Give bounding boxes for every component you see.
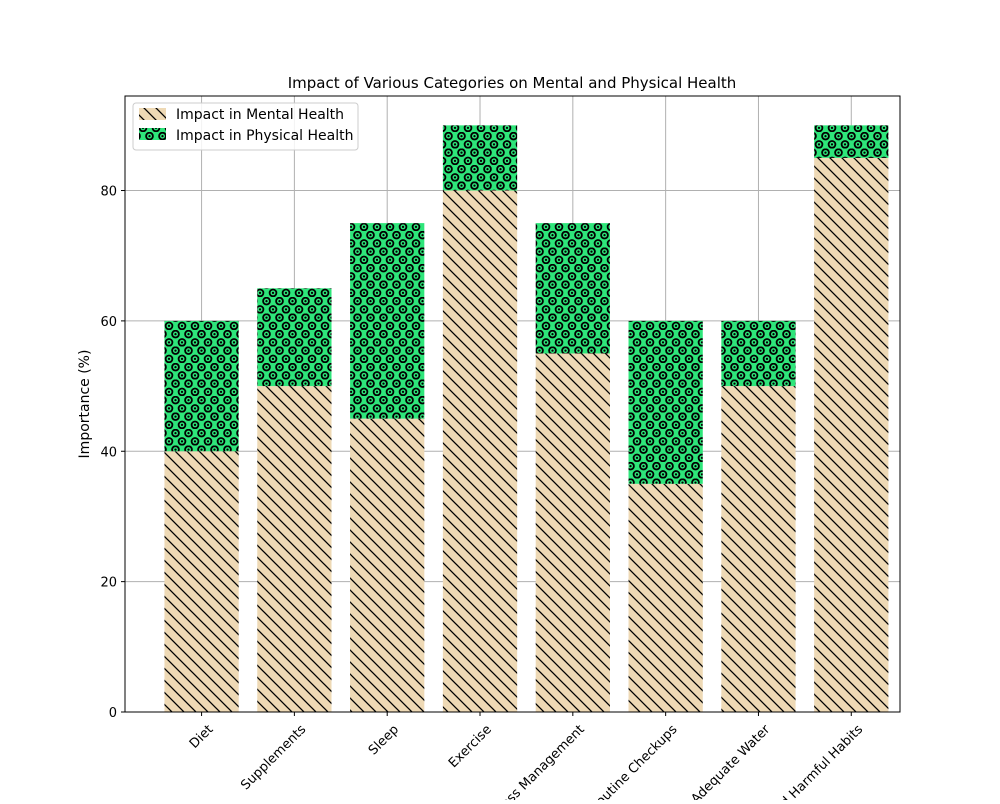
- legend-swatch-physical: [139, 128, 166, 140]
- bar-physical: [442, 125, 518, 191]
- y-tick-label: 80: [100, 185, 117, 200]
- y-tick-label: 60: [100, 315, 117, 330]
- bar-mental: [442, 190, 518, 712]
- bar-mental: [350, 418, 425, 712]
- x-tick-label: Diet: [187, 722, 216, 751]
- x-tick-label: Adequate Water: [688, 722, 773, 800]
- legend[interactable]: Impact in Mental Health Impact in Physic…: [132, 102, 359, 151]
- x-tick-label: Supplements: [238, 722, 309, 793]
- y-axis-label: Importance (%): [77, 350, 93, 459]
- y-tick-label: 40: [100, 445, 117, 460]
- legend-label-physical: Impact in Physical Health: [176, 128, 353, 144]
- bar-mental: [535, 353, 610, 712]
- bar-physical: [257, 288, 332, 387]
- bar-mental: [164, 451, 239, 712]
- plot-frame: [124, 95, 901, 713]
- legend-label-mental: Impact in Mental Health: [176, 107, 344, 123]
- bar-mental: [814, 157, 889, 712]
- bar-mental: [628, 483, 703, 712]
- x-tick-label: Routine Checkups: [587, 722, 680, 800]
- bar-mental: [257, 386, 332, 712]
- bar-physical: [721, 320, 796, 387]
- y-tick-label: 0: [109, 706, 117, 721]
- y-axis: 0 20 40 60 80: [100, 185, 125, 721]
- y-tick-label: 20: [100, 576, 117, 591]
- x-tick-label: Avoid Harmful Habits: [758, 722, 866, 800]
- bar-mental: [721, 386, 796, 712]
- bar-physical: [164, 320, 239, 452]
- x-tick-label: Stress Management: [485, 722, 587, 800]
- legend-swatch-mental: [139, 108, 166, 120]
- bars: [164, 125, 889, 712]
- x-tick-label: Exercise: [446, 722, 495, 771]
- x-tick-label: Sleep: [366, 722, 402, 758]
- bar-physical: [535, 223, 610, 354]
- chart-title: Impact of Various Categories on Mental a…: [288, 74, 737, 92]
- bar-physical: [628, 320, 703, 484]
- legend-box: [132, 102, 359, 151]
- bar-physical: [814, 125, 889, 158]
- bar-physical: [350, 223, 425, 419]
